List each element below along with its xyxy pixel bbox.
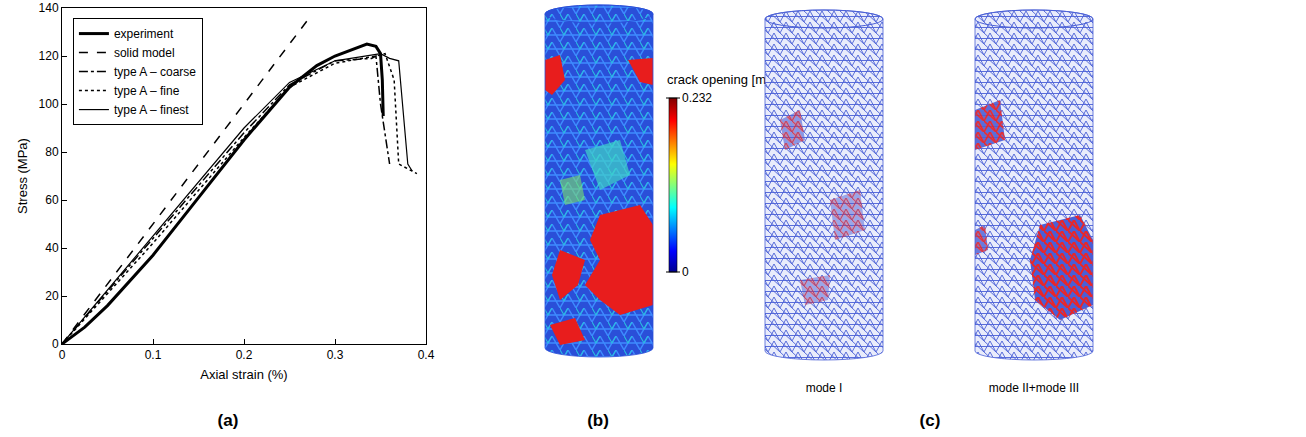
svg-text:140: 140: [39, 1, 59, 15]
svg-text:40: 40: [45, 241, 59, 255]
svg-text:0.3: 0.3: [327, 348, 344, 362]
svg-text:0.4: 0.4: [418, 348, 435, 362]
svg-text:0: 0: [59, 348, 66, 362]
svg-text:(c): (c): [920, 411, 941, 430]
svg-text:Stress (MPa): Stress (MPa): [15, 138, 30, 214]
svg-text:Axial strain (%): Axial strain (%): [200, 367, 287, 382]
svg-text:crack opening [mm]: crack opening [mm]: [667, 72, 780, 87]
svg-text:0.1: 0.1: [145, 348, 162, 362]
svg-text:(a): (a): [218, 411, 239, 430]
svg-text:solid model: solid model: [114, 46, 175, 60]
svg-text:type A – coarse: type A – coarse: [114, 65, 196, 79]
svg-text:20: 20: [45, 289, 59, 303]
svg-text:type A – fine: type A – fine: [114, 84, 180, 98]
svg-text:mode II+mode III: mode II+mode III: [989, 381, 1079, 395]
svg-text:120: 120: [39, 49, 59, 63]
svg-text:100: 100: [39, 97, 59, 111]
svg-text:0.232: 0.232: [682, 91, 712, 105]
svg-text:0.2: 0.2: [236, 348, 253, 362]
svg-text:experiment: experiment: [114, 27, 174, 41]
svg-text:(b): (b): [587, 411, 609, 430]
svg-text:type A – finest: type A – finest: [114, 103, 189, 117]
svg-text:80: 80: [45, 145, 59, 159]
svg-text:mode I: mode I: [806, 381, 843, 395]
svg-text:60: 60: [45, 193, 59, 207]
svg-text:0: 0: [52, 337, 59, 351]
svg-text:0: 0: [682, 265, 689, 279]
